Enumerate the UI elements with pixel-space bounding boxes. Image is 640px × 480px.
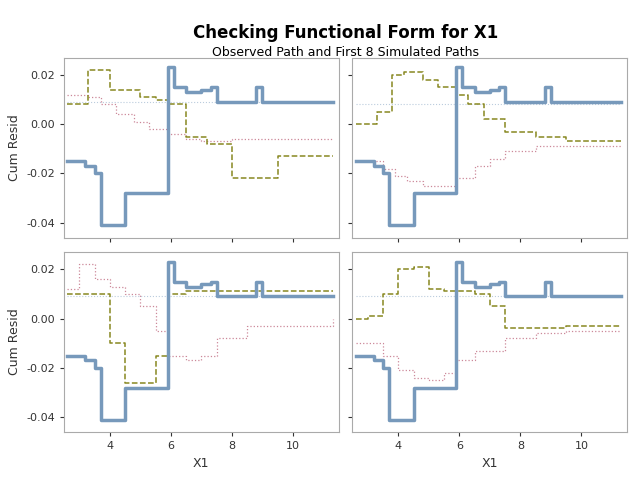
X-axis label: X1: X1 (481, 456, 498, 469)
X-axis label: X1: X1 (193, 456, 210, 469)
Y-axis label: Cum Resid: Cum Resid (8, 309, 20, 375)
Text: Checking Functional Form for X1: Checking Functional Form for X1 (193, 24, 498, 42)
Text: Observed Path and First 8 Simulated Paths: Observed Path and First 8 Simulated Path… (212, 46, 479, 59)
Y-axis label: Cum Resid: Cum Resid (8, 114, 20, 181)
